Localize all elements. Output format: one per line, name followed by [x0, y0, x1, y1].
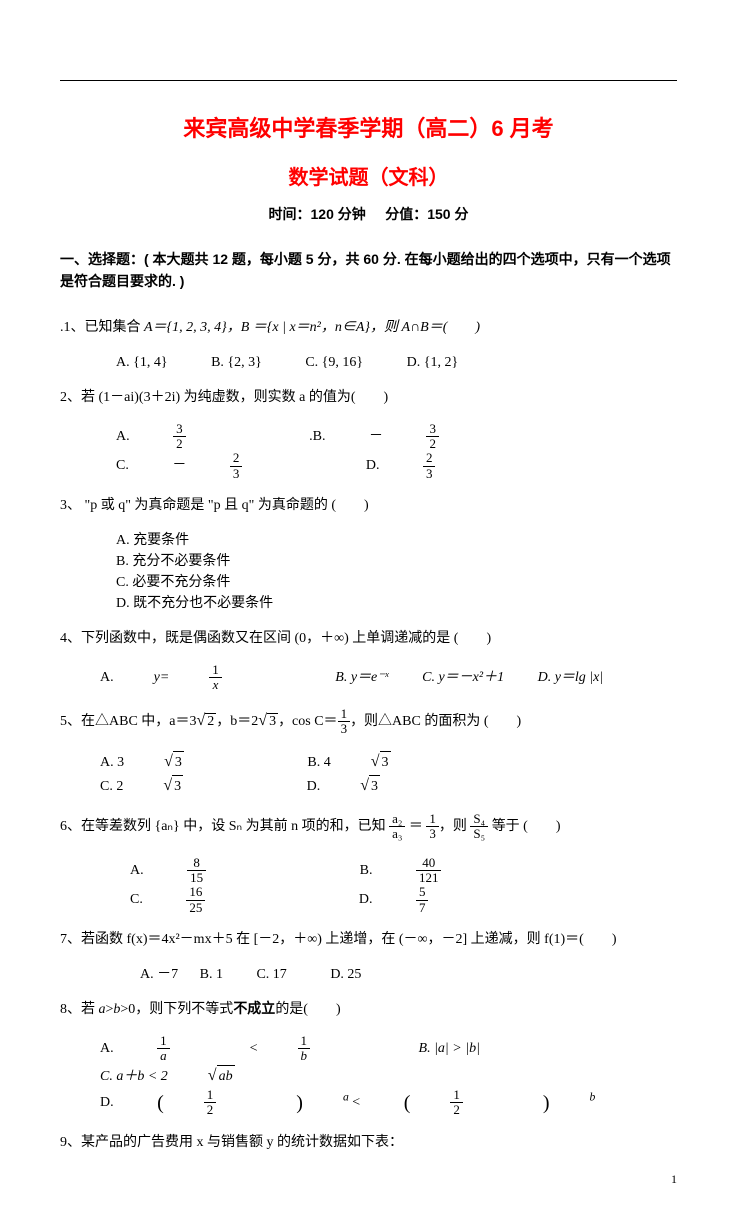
question-1-options: A. {1, 4} B. {2, 3} C. {9, 16} D. {1, 2} [116, 352, 677, 373]
sub-title: 数学试题（文科） [60, 161, 677, 190]
question-2-options: A. 32 .B. － 32 C. － 23 D. 23 [116, 422, 677, 481]
horizontal-rule [60, 80, 677, 81]
question-1: .1、已知集合 A＝{1, 2, 3, 4}，B ＝{x | x＝n²，n∈A}… [60, 317, 677, 338]
q7-optA: A. －7 [140, 964, 178, 985]
exam-info: 时间：120 分钟 分值：150 分 [60, 204, 677, 224]
q7-optD: D. 25 [330, 964, 361, 985]
question-8: 8、若 a>b>0，则下列不等式不成立的是( ) [60, 999, 677, 1020]
q8-optD: D. (12)a < (12)b [100, 1088, 595, 1118]
question-9: 9、某产品的广告费用 x 与销售额 y 的统计数据如下表： [60, 1132, 677, 1153]
q3-optD: D. 既不充分也不必要条件 [116, 593, 356, 614]
q6-optB: B. 40121 [360, 856, 522, 886]
paren-fraction-icon: ( [157, 1088, 164, 1118]
q1-set-B: B ＝{x | x＝n²，n∈A}，则 A∩B＝( ) [241, 320, 480, 335]
question-6-options: A. 815 B. 40121 C. 1625 D. 57 [130, 856, 677, 915]
score-label: 分值：150 分 [385, 206, 468, 222]
q4-optA: A. y=1x [100, 663, 302, 693]
q4-optC: C. y＝－x²＋1 [422, 667, 504, 688]
q1-optC: C. {9, 16} [305, 352, 363, 373]
question-5-options: A. 33 B. 43 C. 23 D.3 [100, 750, 677, 798]
q3-optA: A. 充要条件 [116, 530, 356, 551]
question-4: 4、下列函数中，既是偶函数又在区间 (0，＋∞) 上单调递减的是 ( ) [60, 628, 677, 649]
question-6: 6、在等差数列 {aₙ} 中，设 Sₙ 为其前 n 项的和，已知 a₂a₃ ＝ … [60, 812, 677, 842]
question-7-options: A. －7 B. 1 C. 17 D. 25 [140, 964, 677, 985]
section-1-title: 一、选择题：( 本大题共 12 题，每小题 5 分，共 60 分. 在每小题给出… [60, 248, 677, 293]
q7-optB: B. 1 [200, 964, 223, 985]
q1-optB: B. {2, 3} [211, 352, 262, 373]
question-7: 7、若函数 f(x)＝4x²－mx＋5 在 [－2，＋∞) 上递增，在 (－∞，… [60, 929, 677, 950]
q6-optC: C. 1625 [130, 885, 285, 915]
main-title: 来宾高级中学春季学期（高二）6 月考 [60, 111, 677, 143]
q1-optA: A. {1, 4} [116, 352, 168, 373]
q8-optC: C. a＋b < 2ab [100, 1064, 315, 1088]
q3-optB: B. 充分不必要条件 [116, 551, 356, 572]
question-8-options: A. 1a<1b B. |a| > |b| C. a＋b < 2ab D. (1… [100, 1034, 677, 1118]
q2-optA: A. 32 [116, 422, 266, 452]
q1-optD: D. {1, 2} [407, 352, 459, 373]
q5-optB: B. 43 [307, 750, 470, 774]
question-2: 2、若 (1－ai)(3＋2i) 为纯虚数，则实数 a 的值为( ) [60, 387, 677, 408]
q2-optD: D. 23 [366, 451, 516, 481]
q4-optB: B. y＝e⁻ˣ [335, 667, 388, 688]
q2-optB: .B. － 32 [309, 422, 519, 452]
time-label: 时间：120 分钟 [269, 206, 366, 222]
q7-optC: C. 17 [256, 964, 286, 985]
q1-stem-prefix: .1、已知集合 [60, 320, 144, 335]
page-number: 1 [671, 1172, 677, 1187]
q8-optA: A. 1a<1b [100, 1034, 390, 1064]
question-4-options: A. y=1x B. y＝e⁻ˣ C. y＝－x²＋1 D. y＝lg |x| [100, 663, 677, 693]
q6-optD: D. 57 [359, 885, 509, 915]
q5-optD: D.3 [307, 774, 460, 798]
q5-optA: A. 33 [100, 750, 264, 774]
question-3-options: A. 充要条件 B. 充分不必要条件 C. 必要不充分条件 D. 既不充分也不必… [116, 530, 677, 614]
question-3: 3、 "p 或 q" 为真命题是 "p 且 q" 为真命题的 ( ) [60, 495, 677, 516]
question-5: 5、在△ABC 中，a＝32，b＝23，cos C＝13，则△ABC 的面积为 … [60, 707, 677, 737]
q1-set-A: A＝{1, 2, 3, 4}， [144, 320, 241, 335]
q3-optC: C. 必要不充分条件 [116, 572, 356, 593]
q4-optD: D. y＝lg |x| [538, 667, 604, 688]
q8-optB: B. |a| > |b| [419, 1038, 480, 1059]
q5-optC: C. 23 [100, 774, 263, 798]
q2-optC: C. － 23 [116, 451, 322, 481]
q6-optA: A. 815 [130, 856, 286, 886]
